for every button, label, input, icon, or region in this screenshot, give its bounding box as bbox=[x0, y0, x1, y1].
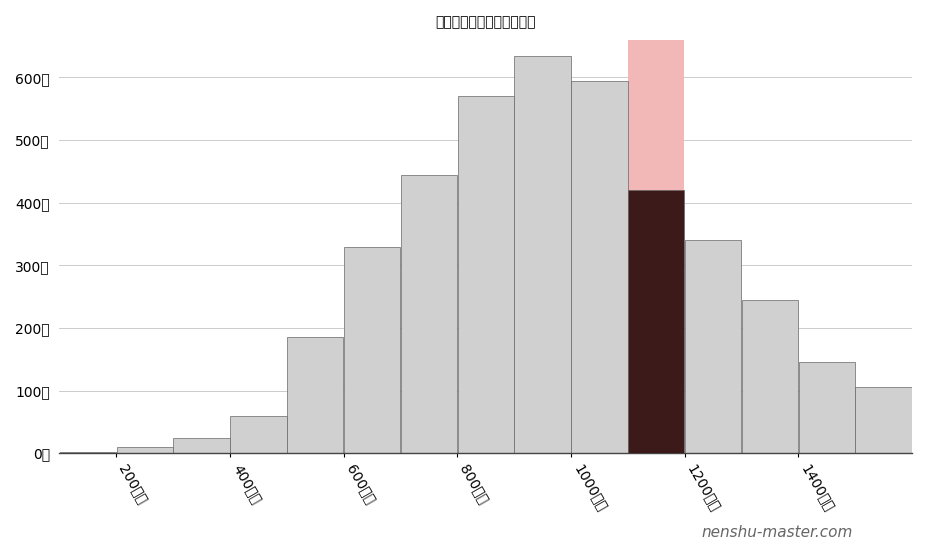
Title: 豊田通商の年収ポジション: 豊田通商の年収ポジション bbox=[436, 15, 536, 29]
Bar bbox=[287, 338, 343, 453]
Bar bbox=[344, 247, 400, 453]
Bar bbox=[458, 96, 514, 453]
Bar bbox=[856, 388, 912, 453]
Bar bbox=[629, 190, 684, 453]
Bar bbox=[799, 363, 855, 453]
Bar bbox=[742, 300, 798, 453]
Bar bbox=[571, 81, 628, 453]
Bar bbox=[514, 56, 571, 453]
Bar bbox=[400, 174, 457, 453]
Bar bbox=[173, 438, 230, 453]
Bar bbox=[117, 447, 172, 453]
Bar bbox=[59, 452, 116, 453]
Bar bbox=[230, 416, 286, 453]
Text: nenshu-master.com: nenshu-master.com bbox=[702, 525, 853, 540]
Bar bbox=[912, 416, 927, 453]
Bar bbox=[685, 240, 742, 453]
Bar bbox=[629, 40, 684, 453]
